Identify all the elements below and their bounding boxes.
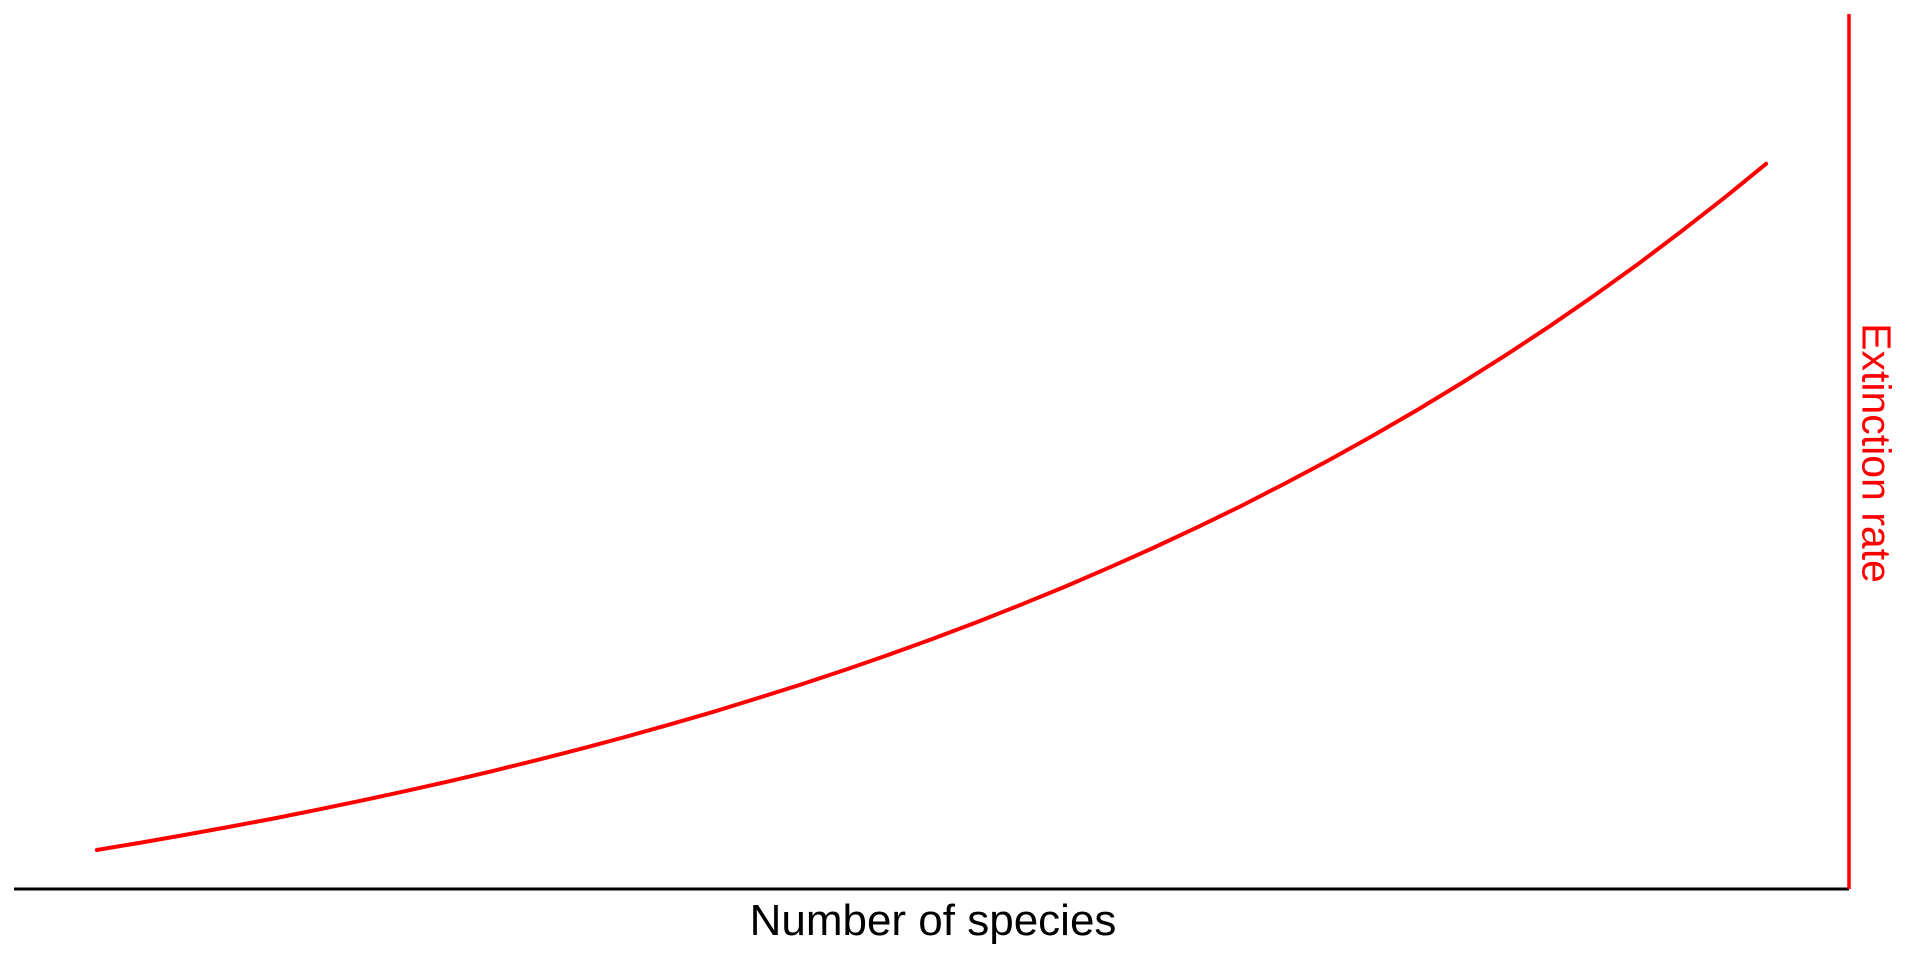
extinction-rate-curve	[94, 161, 1769, 852]
y-axis-label: Extinction rate	[1853, 323, 1900, 583]
x-axis-label: Number of species	[749, 896, 1117, 945]
